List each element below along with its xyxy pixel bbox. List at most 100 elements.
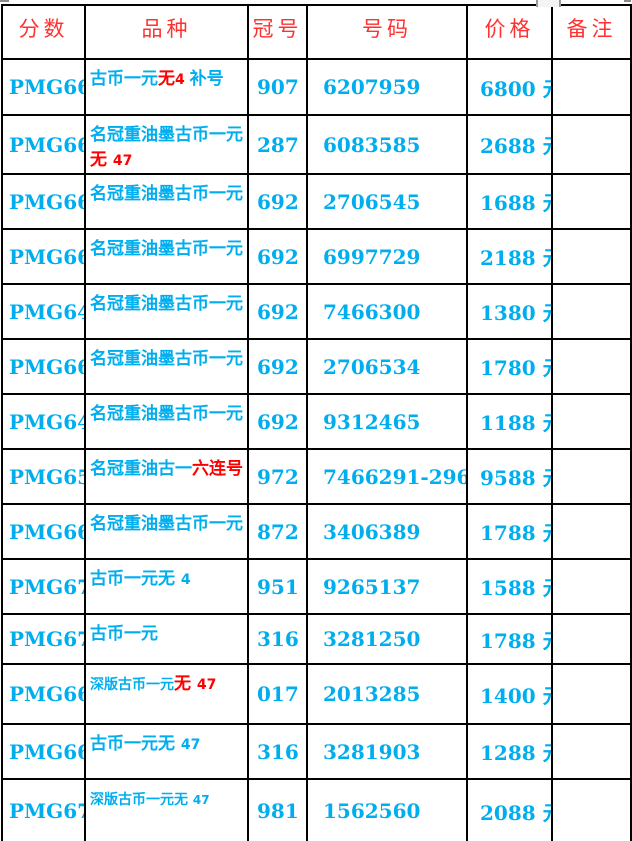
variety-segment: 名冠重油墨古币一元 (90, 349, 243, 369)
variety-segment: 4 (175, 72, 190, 88)
score-cell: PMG66E (1, 503, 86, 560)
variety-segment: 名冠重油墨古币一元 (90, 404, 243, 424)
price-cell: 1788 元 (466, 613, 553, 665)
table-row: PMG66E名冠重油墨古币一元69269977292188 元 (1, 228, 632, 285)
variety-cell: 古币一元无 47 (84, 723, 249, 780)
table-row: PMG66E名冠重油墨古币一元87234063891788 元 (1, 503, 632, 560)
note-cell (551, 558, 632, 615)
prefix-cell: 287 (247, 114, 308, 175)
variety-segment: 无 (174, 674, 197, 694)
variety-segment: 深版古币一元无 (90, 792, 193, 808)
variety-cell: 名冠重油墨古币一元 (84, 503, 249, 560)
number-cell: 7466300 (306, 283, 468, 340)
number-cell: 6083585 (306, 114, 468, 175)
table-row: PMG66E名冠重油墨古币一元69227065341780 元 (1, 338, 632, 395)
header-prefix: 冠号 (247, 4, 308, 60)
note-cell (551, 58, 632, 116)
note-cell (551, 448, 632, 505)
price-cell: 1588 元 (466, 558, 553, 615)
number-cell: 6207959 (306, 58, 468, 116)
screenshot-artifact-top-right (624, 0, 631, 2)
variety-segment: 古币一元 (90, 69, 158, 89)
score-cell: PMG66E (1, 58, 86, 116)
variety-cell: 名冠重油墨古币一元 (84, 173, 249, 230)
variety-cell: 古币一元无4 补号 (84, 58, 249, 116)
score-cell: PMG66E (1, 663, 86, 725)
prefix-cell: 692 (247, 283, 308, 340)
price-cell: 1400 元 (466, 663, 553, 725)
variety-cell: 名冠重油墨古币一元 (84, 228, 249, 285)
note-cell (551, 173, 632, 230)
variety-segment: 名冠重油墨古币一元 (90, 184, 243, 204)
prefix-cell: 972 (247, 448, 308, 505)
score-cell: PMG66E (1, 173, 86, 230)
note-cell (551, 503, 632, 560)
variety-segment: 六连号 (192, 459, 243, 479)
variety-segment: 古币一元 (90, 624, 158, 644)
variety-segment: 名冠重油墨古币一元 (90, 294, 243, 314)
score-cell: PMG65E (1, 448, 86, 505)
screenshot-artifact-top-left (0, 0, 9, 2)
note-cell (551, 613, 632, 665)
number-cell: 6997729 (306, 228, 468, 285)
score-cell: PMG67E (1, 778, 86, 841)
note-cell (551, 723, 632, 780)
price-cell: 1688 元 (466, 173, 553, 230)
variety-segment: 古币一元无 (90, 569, 181, 589)
price-table: 分数 品种 冠号 号码 价格 备注 PMG66E古币一元无4 补号9076207… (1, 4, 632, 841)
number-cell: 3406389 (306, 503, 468, 560)
score-cell: PMG64E (1, 283, 86, 340)
number-cell: 9312465 (306, 393, 468, 450)
price-cell: 2188 元 (466, 228, 553, 285)
variety-segment: 深版古币一元 (90, 677, 174, 693)
note-cell (551, 114, 632, 175)
number-cell: 3281903 (306, 723, 468, 780)
prefix-cell: 981 (247, 778, 308, 841)
header-note: 备注 (551, 4, 632, 60)
variety-segment: 4 (180, 572, 191, 588)
score-cell: PMG67E (1, 558, 86, 615)
price-cell: 1780 元 (466, 338, 553, 395)
variety-cell: 名冠重油墨古币一元无 47 (84, 114, 249, 175)
note-cell (551, 393, 632, 450)
variety-segment: 名冠重油墨古币一元 (90, 125, 243, 145)
header-variety: 品种 (84, 4, 249, 60)
variety-segment: 47 (192, 793, 210, 807)
variety-segment: 古币一元无 (90, 734, 181, 754)
variety-segment: 47 (112, 152, 133, 169)
table-row: PMG64E名冠重油墨古币一元69274663001380 元 (1, 283, 632, 340)
score-cell: PMG67E (1, 613, 86, 665)
number-cell: 7466291-296 (306, 448, 468, 505)
price-cell: 2088 元 (466, 778, 553, 841)
price-cell: 1288 元 (466, 723, 553, 780)
variety-cell: 古币一元无 4 (84, 558, 249, 615)
header-row: 分数 品种 冠号 号码 价格 备注 (1, 4, 632, 60)
score-cell: PMG66E (1, 338, 86, 395)
price-cell: 6800 元 (466, 58, 553, 116)
number-cell: 2706545 (306, 173, 468, 230)
note-cell (551, 283, 632, 340)
number-cell: 1562560 (306, 778, 468, 841)
variety-segment: 47 (196, 677, 217, 693)
note-cell (551, 663, 632, 725)
number-cell: 2013285 (306, 663, 468, 725)
score-cell: PMG66E (1, 114, 86, 175)
price-cell: 1188 元 (466, 393, 553, 450)
prefix-cell: 017 (247, 663, 308, 725)
prefix-cell: 692 (247, 228, 308, 285)
number-cell: 3281250 (306, 613, 468, 665)
prefix-cell: 316 (247, 613, 308, 665)
variety-segment: 补号 (189, 69, 224, 89)
variety-segment: 名冠重油墨古币一元 (90, 514, 243, 534)
prefix-cell: 692 (247, 338, 308, 395)
screenshot-artifact-notch (536, 0, 561, 7)
note-cell (551, 228, 632, 285)
variety-cell: 名冠重油墨古币一元 (84, 393, 249, 450)
